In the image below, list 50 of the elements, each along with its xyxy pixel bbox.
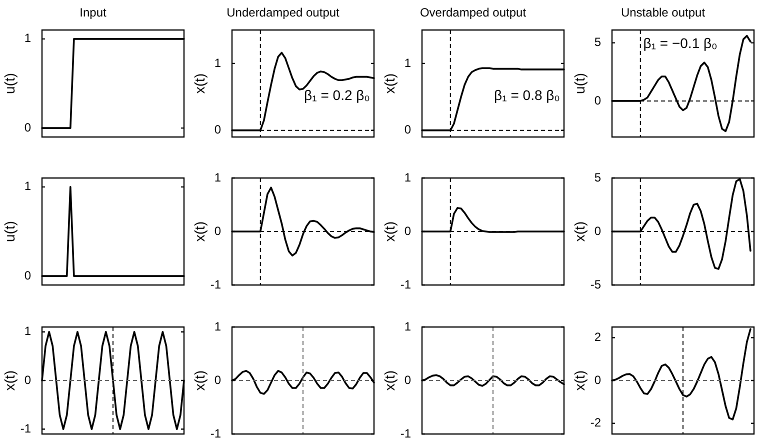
y-tick-label: 1 — [214, 56, 222, 70]
y-tick-label: 0 — [24, 120, 32, 134]
y-tick-label: 0 — [24, 268, 32, 282]
chart-title: Unstable output — [620, 6, 706, 20]
y-tick-label: 0 — [594, 93, 602, 108]
y-tick-label: 0 — [214, 122, 222, 137]
y-tick-label: 0 — [404, 224, 412, 238]
chart-title: Input — [80, 6, 108, 20]
y-tick-label: 0 — [594, 224, 602, 238]
y-tick-label: -2 — [590, 416, 602, 430]
chart-title: Overdamped output — [420, 6, 527, 20]
y-tick-label: 2 — [594, 330, 602, 344]
y-tick-label: 0 — [214, 372, 222, 387]
y-axis-title: x(t) — [191, 370, 208, 391]
y-tick-label: 0 — [214, 224, 222, 238]
y-axis-title: x(t) — [191, 221, 208, 242]
y-axis-title: x(t) — [381, 73, 398, 94]
annotation: β₁ = −0.1 β₀ — [643, 34, 718, 51]
y-tick-label: 5 — [594, 170, 602, 184]
y-axis-title: x(t) — [571, 221, 588, 242]
y-axis-title: u(t) — [571, 73, 588, 94]
y-axis-title: u(t) — [1, 73, 18, 94]
y-tick-label: 1 — [24, 179, 32, 194]
y-tick-label: 1 — [24, 31, 32, 46]
y-tick-label: -1 — [20, 421, 32, 436]
y-tick-label: -1 — [400, 426, 412, 440]
y-tick-label: 1 — [214, 319, 222, 334]
y-tick-label: -1 — [400, 277, 412, 292]
y-tick-label: -1 — [210, 277, 222, 292]
y-axis-title: u(t) — [1, 221, 18, 242]
y-tick-label: 1 — [404, 56, 412, 70]
y-axis-title: x(t) — [571, 370, 588, 391]
annotation: β₁ = 0.2 β₀ — [304, 87, 370, 104]
y-tick-label: 0 — [24, 372, 32, 387]
y-tick-label: 0 — [404, 372, 412, 387]
y-axis-title: x(t) — [381, 370, 398, 391]
y-tick-label: 0 — [404, 122, 412, 137]
y-tick-label: 0 — [594, 372, 602, 387]
y-axis-title: x(t) — [381, 221, 398, 242]
y-tick-label: -5 — [590, 277, 602, 292]
y-tick-label: -1 — [210, 426, 222, 440]
annotation: β₁ = 0.8 β₀ — [494, 87, 560, 104]
y-tick-label: 1 — [214, 170, 222, 184]
chart-title: Underdamped output — [226, 6, 340, 20]
y-tick-label: 1 — [404, 170, 412, 184]
y-tick-label: 5 — [594, 35, 602, 50]
y-tick-label: 1 — [24, 324, 32, 338]
y-tick-label: 1 — [404, 319, 412, 334]
y-axis-title: x(t) — [191, 73, 208, 94]
y-axis-title: x(t) — [1, 370, 18, 391]
